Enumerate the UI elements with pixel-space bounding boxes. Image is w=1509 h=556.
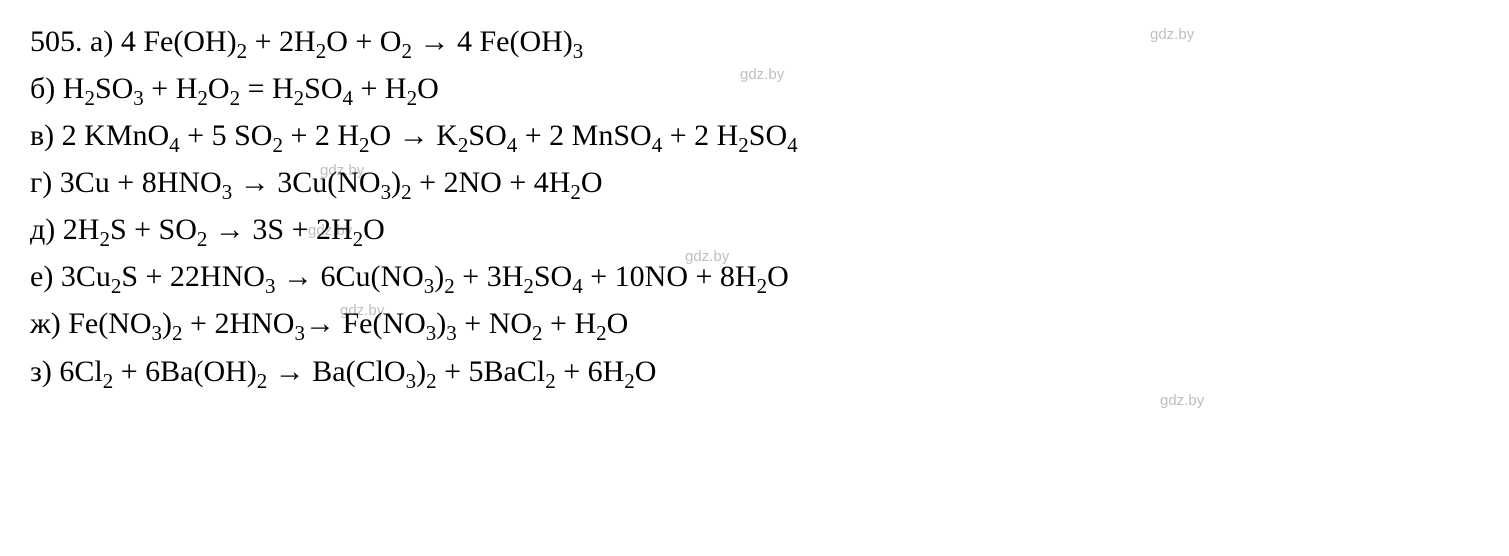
equation-line-z: з) 6Cl2 + 6Ba(OH)2 → Ba(ClO3)2 + 5BaCl2 … bbox=[30, 350, 1479, 397]
equation: 6Cl2 + 6Ba(OH)2 → Ba(ClO3)2 + 5BaCl2 + 6… bbox=[59, 350, 656, 397]
equation: H2SO3 + H2O2 = H2SO4 + H2O bbox=[63, 67, 439, 114]
equation: Fe(NO3)2 + 2HNO3→ Fe(NO3)3 + NO2 + H2O bbox=[68, 302, 628, 349]
equation-line-e: е) 3Cu2S + 22HNO3 → 6Cu(NO3)2 + 3H2SO4 +… bbox=[30, 255, 1479, 302]
line-label: в) bbox=[30, 119, 54, 152]
line-label: 505. а) bbox=[30, 25, 113, 58]
line-label: ж) bbox=[30, 307, 61, 340]
equation-line-d: д) 2H2S + SO2 → 3S + 2H2O bbox=[30, 208, 1479, 255]
line-label: г) bbox=[30, 166, 52, 199]
line-label: з) bbox=[30, 355, 52, 388]
equation-line-v: в) 2 KMnO4 + 5 SO2 + 2 H2O → K2SO4 + 2 M… bbox=[30, 114, 1479, 161]
equation-line-a: 505. а) 4 Fe(OH)2 + 2H2O + O2 → 4 Fe(OH)… bbox=[30, 20, 1479, 67]
equation: 4 Fe(OH)2 + 2H2O + O2 → 4 Fe(OH)3 bbox=[121, 20, 583, 67]
equation: 2H2S + SO2 → 3S + 2H2O bbox=[63, 208, 385, 255]
equation-line-b: б) H2SO3 + H2O2 = H2SO4 + H2O bbox=[30, 67, 1479, 114]
equation: 2 KMnO4 + 5 SO2 + 2 H2O → K2SO4 + 2 MnSO… bbox=[62, 114, 798, 161]
equation: 3Cu + 8HNO3 → 3Cu(NO3)2 + 2NO + 4H2O bbox=[60, 161, 603, 208]
equation-line-zh: ж) Fe(NO3)2 + 2HNO3→ Fe(NO3)3 + NO2 + H2… bbox=[30, 302, 1479, 349]
line-label: е) bbox=[30, 260, 53, 293]
line-label: б) bbox=[30, 72, 55, 105]
line-label: д) bbox=[30, 213, 55, 246]
equation: 3Cu2S + 22HNO3 → 6Cu(NO3)2 + 3H2SO4 + 10… bbox=[61, 255, 789, 302]
equation-line-g: г) 3Cu + 8HNO3 → 3Cu(NO3)2 + 2NO + 4H2O bbox=[30, 161, 1479, 208]
